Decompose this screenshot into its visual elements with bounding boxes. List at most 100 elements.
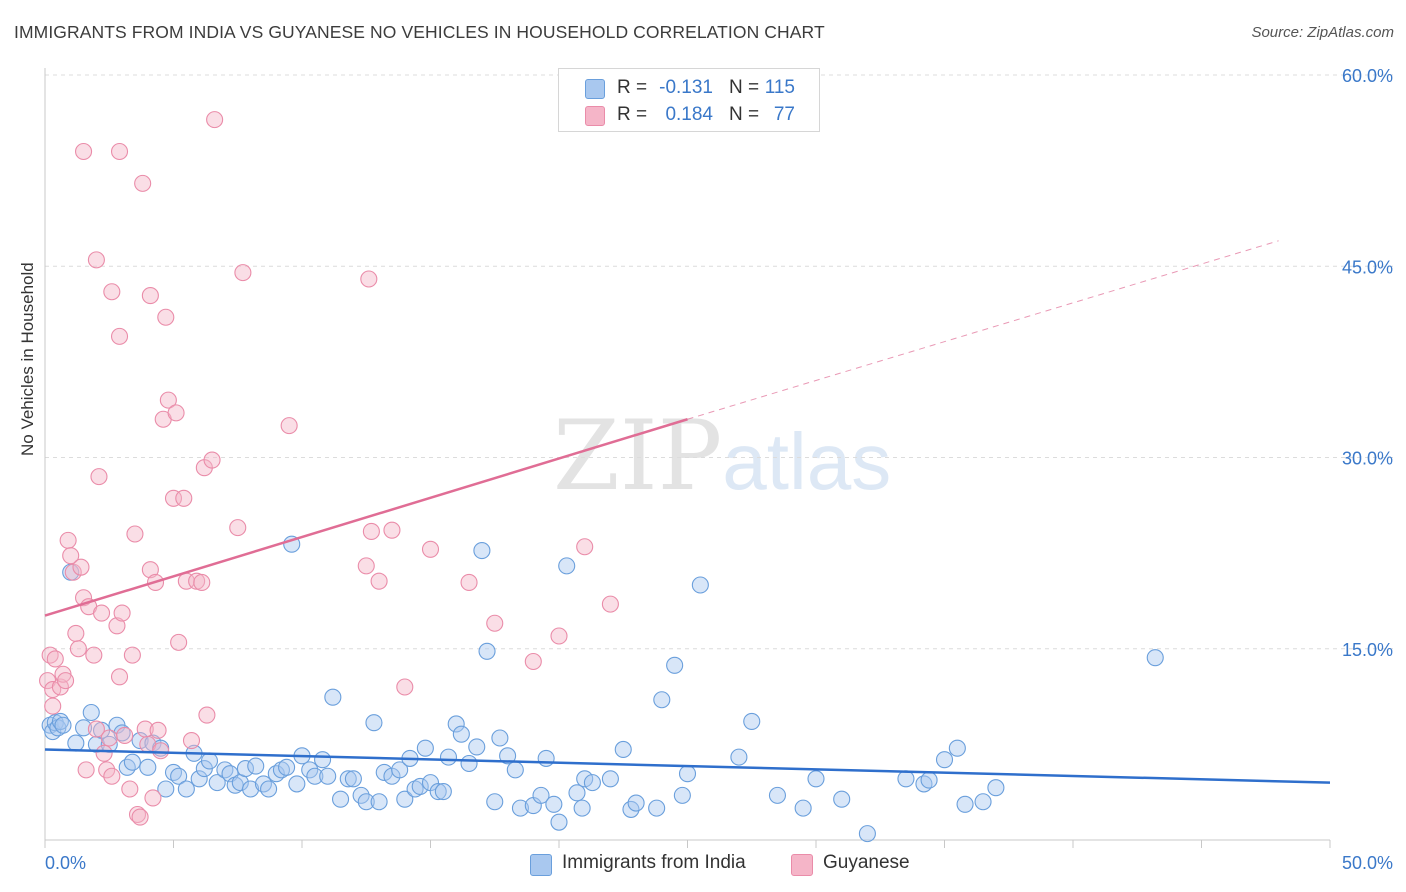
india-point (200, 752, 219, 770)
india-point (82, 703, 100, 722)
legend-row-india: R = -0.131 N = 115 (559, 75, 819, 101)
guyanese-point (46, 650, 64, 668)
guyanese-point (67, 624, 85, 643)
guyanese-point (95, 744, 113, 762)
guyanese-point (57, 672, 75, 690)
india-point (506, 761, 524, 779)
guyanese-point (357, 557, 375, 575)
india-point (897, 770, 915, 788)
legend-n-label: N = (729, 77, 760, 98)
guyanese-point (85, 646, 103, 664)
guyanese-point (144, 789, 162, 807)
india-point (67, 734, 85, 752)
guyanese-point (108, 617, 126, 635)
india-point (730, 748, 748, 766)
india-point (54, 716, 72, 734)
india-point (452, 725, 470, 743)
bottom-legend-label-guyanese: Guyanese (823, 852, 910, 873)
india-point (416, 739, 434, 757)
india-point (532, 786, 550, 804)
india-point (545, 795, 563, 813)
guyanese-point (87, 720, 105, 738)
guyanese-point (576, 538, 594, 556)
india-point (306, 767, 324, 785)
india-point (794, 799, 812, 817)
guyanese-point (90, 468, 108, 486)
india-point (807, 770, 825, 788)
india-point (614, 740, 632, 759)
guyanese-point (360, 270, 378, 288)
india-point (491, 729, 509, 747)
guyanese-point (128, 805, 147, 824)
india-point (170, 767, 188, 785)
trend-line-guyanese (44, 418, 688, 617)
legend-r-label: R = (617, 77, 648, 98)
guyanese-point (113, 604, 131, 622)
india-point (236, 760, 255, 778)
india-point (974, 793, 992, 811)
x-tick-label: 50.0% (1342, 853, 1393, 873)
india-point (648, 799, 666, 817)
india-point (920, 771, 938, 789)
india-point (550, 813, 568, 831)
bottom-legend-swatch-india (530, 854, 552, 876)
india-point (157, 780, 175, 798)
india-point (391, 761, 409, 779)
guyanese-point (486, 614, 504, 632)
guyanese-point (193, 573, 211, 592)
india-point (75, 719, 93, 737)
india-point (601, 770, 619, 788)
guyanese-point (396, 678, 414, 696)
guyanese-point (77, 761, 95, 779)
guyanese-point (75, 142, 93, 161)
legend-swatch-india (585, 79, 605, 99)
india-point (583, 774, 601, 792)
india-point (242, 780, 260, 798)
india-point (254, 775, 273, 793)
legend-n-value: 115 (764, 77, 795, 98)
india-point (511, 799, 530, 817)
trend-line-guyanese-extension (687, 240, 1279, 420)
india-point (139, 758, 157, 776)
guyanese-point (116, 726, 134, 745)
guyanese-point (100, 729, 118, 747)
guyanese-point (206, 111, 224, 129)
guyanese-point (126, 525, 144, 543)
guyanese-point (62, 547, 80, 565)
watermark-atlas: atlas (722, 417, 892, 506)
guyanese-point (170, 633, 188, 651)
zipatlas-watermark: ZIPatlas (553, 400, 891, 512)
guyanese-point (203, 451, 221, 469)
india-point (460, 754, 478, 773)
india-point (439, 748, 458, 766)
india-point (833, 790, 851, 808)
chart-title: IMMIGRANTS FROM INDIA VS GUYANESE NO VEH… (14, 22, 825, 42)
guyanese-point (110, 668, 129, 686)
guyanese-point (59, 531, 77, 549)
india-point (568, 784, 586, 802)
y-tick-label: 60.0% (1342, 66, 1393, 86)
series-guyanese-points (39, 111, 619, 826)
india-point (314, 751, 332, 769)
guyanese-point (550, 627, 568, 645)
india-point (627, 794, 645, 812)
india-point (118, 758, 136, 776)
india-point (177, 780, 195, 798)
india-point (208, 774, 226, 792)
india-point (486, 793, 504, 811)
india-point (434, 782, 452, 801)
india-point (473, 542, 491, 560)
legend-n-value: 77 (773, 104, 795, 125)
legend-row-guyanese: R = 0.184 N = 77 (559, 102, 819, 128)
india-point (113, 724, 131, 742)
india-point (411, 777, 429, 796)
axes (44, 68, 1331, 848)
trend-line-india (44, 748, 1331, 784)
bottom-legend-label-india: Immigrants from India (562, 852, 746, 873)
guyanese-point (141, 287, 159, 305)
guyanese-point (103, 767, 121, 785)
india-point (935, 751, 954, 769)
india-point (678, 765, 697, 783)
india-point (666, 656, 684, 674)
